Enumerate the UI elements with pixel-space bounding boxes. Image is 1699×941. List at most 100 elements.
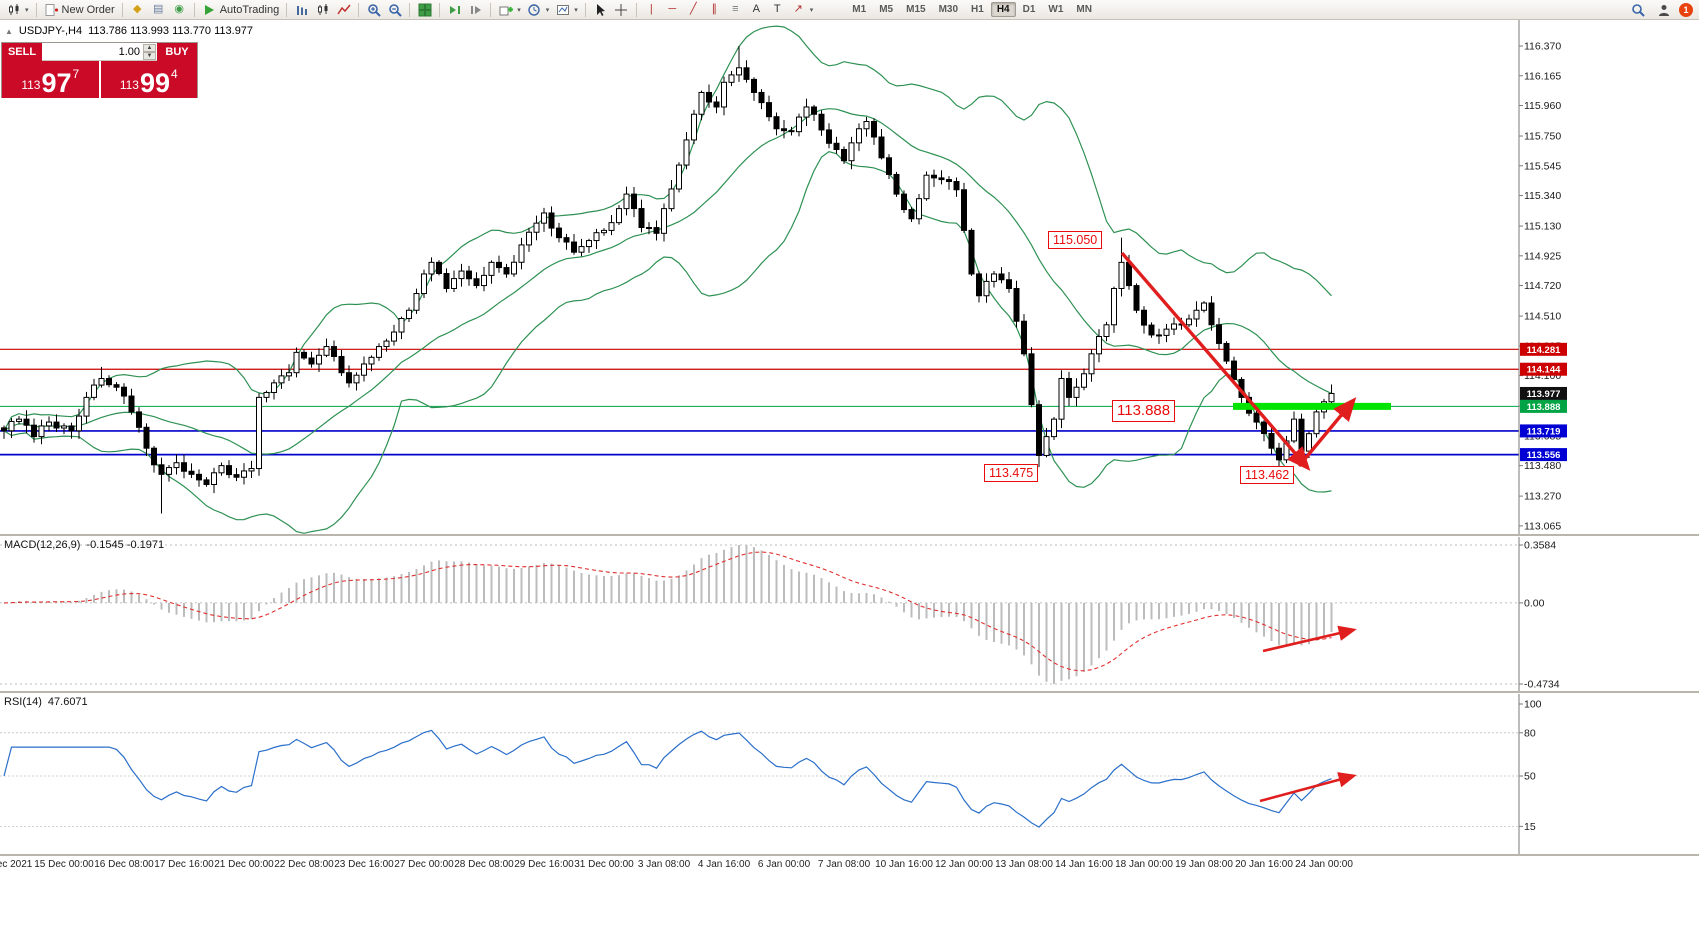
- channel-icon[interactable]: ∥: [711, 3, 718, 15]
- buy-price-button[interactable]: 113 99 4: [100, 61, 197, 98]
- crosshair-icon[interactable]: [611, 1, 632, 18]
- trendline-icon[interactable]: ╱: [689, 3, 697, 15]
- rsi-value: 47.6071: [47, 696, 88, 708]
- svg-text:113.719: 113.719: [1527, 426, 1561, 437]
- macd-histogram: [10, 545, 1333, 684]
- toolbar-separator: [439, 2, 441, 17]
- templates-icon[interactable]: ▾: [552, 1, 581, 18]
- text-icon[interactable]: A: [752, 3, 760, 15]
- panel-separator[interactable]: [0, 534, 1699, 536]
- time-label: 16 Dec 08:00: [94, 859, 154, 870]
- time-label: 10 Jan 16:00: [875, 859, 933, 870]
- rsi-scale-label: 100: [1524, 699, 1542, 711]
- chart-window-icon[interactable]: ▾: [3, 1, 32, 18]
- ask-big-digits: 99: [139, 67, 170, 98]
- tile-windows-icon[interactable]: [414, 1, 435, 18]
- timeframe-h4[interactable]: H4: [990, 2, 1016, 17]
- cursor-icon[interactable]: [590, 1, 611, 18]
- chart-annotation[interactable]: 113.462: [1240, 466, 1295, 485]
- time-label: 6 Jan 00:00: [757, 859, 811, 870]
- svg-text:113.065: 113.065: [1524, 520, 1561, 532]
- chart-annotation[interactable]: 113.475: [984, 464, 1039, 483]
- zoom-in-icon[interactable]: [363, 1, 384, 18]
- refresh-icon[interactable]: ◉: [174, 3, 184, 15]
- timeframe-group: M1 M5 M15 M30 H1 H4 D1 W1 MN: [846, 2, 1098, 17]
- rsi-scale-label: 80: [1524, 727, 1536, 739]
- timeframe-w1[interactable]: W1: [1048, 4, 1064, 15]
- toolbar-separator: [635, 2, 637, 17]
- timeframe-mn[interactable]: MN: [1076, 4, 1092, 15]
- toolbar-separator: [35, 2, 37, 17]
- sell-price-button[interactable]: 113 97 7: [2, 61, 99, 98]
- time-label: 14 Jan 16:00: [1055, 859, 1113, 870]
- volume-field: ▲ ▼: [42, 43, 157, 61]
- horizontal-line-icon[interactable]: ─: [668, 3, 677, 15]
- layouts-icon[interactable]: ▤: [153, 3, 164, 15]
- macd-label: MACD(12,26,9) -0.1545 -0.1971: [4, 539, 164, 551]
- time-label: 23 Dec 16:00: [334, 859, 394, 870]
- ask-pip-digit: 4: [171, 67, 178, 81]
- new-chart-icon[interactable]: ▾: [495, 1, 524, 18]
- timeframe-m30[interactable]: M30: [938, 4, 959, 15]
- auto-scroll-icon[interactable]: [444, 1, 465, 18]
- trend-arrow[interactable]: [1262, 625, 1357, 653]
- price-tag: [1520, 448, 1567, 462]
- chart-shift-icon[interactable]: [465, 1, 486, 18]
- vertical-line-icon[interactable]: |: [649, 3, 653, 15]
- community-icon[interactable]: [1653, 1, 1674, 18]
- trend-arrow[interactable]: [1259, 772, 1357, 803]
- chevron-down-icon: ▾: [545, 6, 550, 14]
- svg-text:113.556: 113.556: [1527, 450, 1561, 461]
- timeframe-d1[interactable]: D1: [1022, 4, 1036, 15]
- time-label: 17 Dec 16:00: [154, 859, 214, 870]
- macd-name: MACD(12,26,9): [4, 539, 81, 551]
- svg-text:115.130: 115.130: [1524, 221, 1561, 233]
- chevron-down-icon: ▾: [517, 6, 521, 14]
- svg-text:114.720: 114.720: [1524, 280, 1561, 292]
- fibonacci-icon[interactable]: ≡: [732, 3, 739, 15]
- volume-down-icon[interactable]: ▼: [143, 52, 156, 60]
- time-label: 18 Jan 00:00: [1115, 859, 1173, 870]
- candlestick-chart-icon[interactable]: [312, 1, 333, 18]
- toolbar-separator: [358, 2, 360, 17]
- timeframe-h1[interactable]: H1: [971, 4, 984, 15]
- notification-badge[interactable]: 1: [1679, 2, 1693, 17]
- cycles-icon[interactable]: ▾: [524, 1, 553, 18]
- chart-annotation[interactable]: 115.050: [1048, 231, 1103, 250]
- bar-chart-icon[interactable]: [291, 1, 312, 18]
- timeframe-m1[interactable]: M1: [852, 4, 867, 15]
- price-tag: [1520, 362, 1567, 376]
- volume-up-icon[interactable]: ▲: [143, 44, 156, 52]
- time-label: 12 Jan 00:00: [935, 859, 993, 870]
- chart-annotation[interactable]: 113.888: [1112, 400, 1176, 422]
- text-label-icon[interactable]: T: [773, 3, 781, 15]
- line-chart-icon[interactable]: [333, 1, 354, 18]
- svg-text:114.925: 114.925: [1524, 250, 1561, 262]
- svg-text:115.545: 115.545: [1524, 160, 1561, 172]
- timeframe-m15[interactable]: M15: [906, 4, 926, 15]
- macd-scale-label: 0.00: [1524, 597, 1545, 609]
- arrows-icon[interactable]: ↗ ▾: [793, 3, 814, 15]
- one-click-trading-panel: SELL ▲ ▼ BUY 113 97 7 113 99 4: [1, 42, 198, 98]
- search-icon[interactable]: [1627, 1, 1648, 18]
- panel-separator[interactable]: [0, 854, 1699, 856]
- volume-input[interactable]: [42, 43, 157, 60]
- trend-arrow[interactable]: [1120, 251, 1311, 471]
- price-tags[interactable]: 114.281 114.144 113.977 113.888 113.719 113.5…: [1520, 342, 1567, 462]
- main-chart: 116.370 116.165 115.960 115.750 115.545 115.3…: [0, 20, 1567, 534]
- metaeditor-icon[interactable]: ◆: [132, 3, 142, 15]
- panel-separator[interactable]: [0, 691, 1699, 693]
- trend-arrow[interactable]: [1297, 397, 1357, 468]
- zoom-out-icon[interactable]: [384, 1, 405, 18]
- price-tag: [1520, 424, 1567, 438]
- timeframe-m5[interactable]: M5: [879, 4, 894, 15]
- price-tag: [1520, 386, 1567, 400]
- buy-button[interactable]: BUY: [157, 43, 197, 61]
- svg-text:113.977: 113.977: [1527, 389, 1561, 400]
- new-order-button[interactable]: New Order: [41, 1, 118, 18]
- chevron-down-icon: ▾: [809, 6, 814, 14]
- sell-button[interactable]: SELL: [2, 43, 42, 61]
- autotrading-button[interactable]: AutoTrading: [199, 1, 283, 18]
- rsi-scale-label: 15: [1524, 821, 1536, 833]
